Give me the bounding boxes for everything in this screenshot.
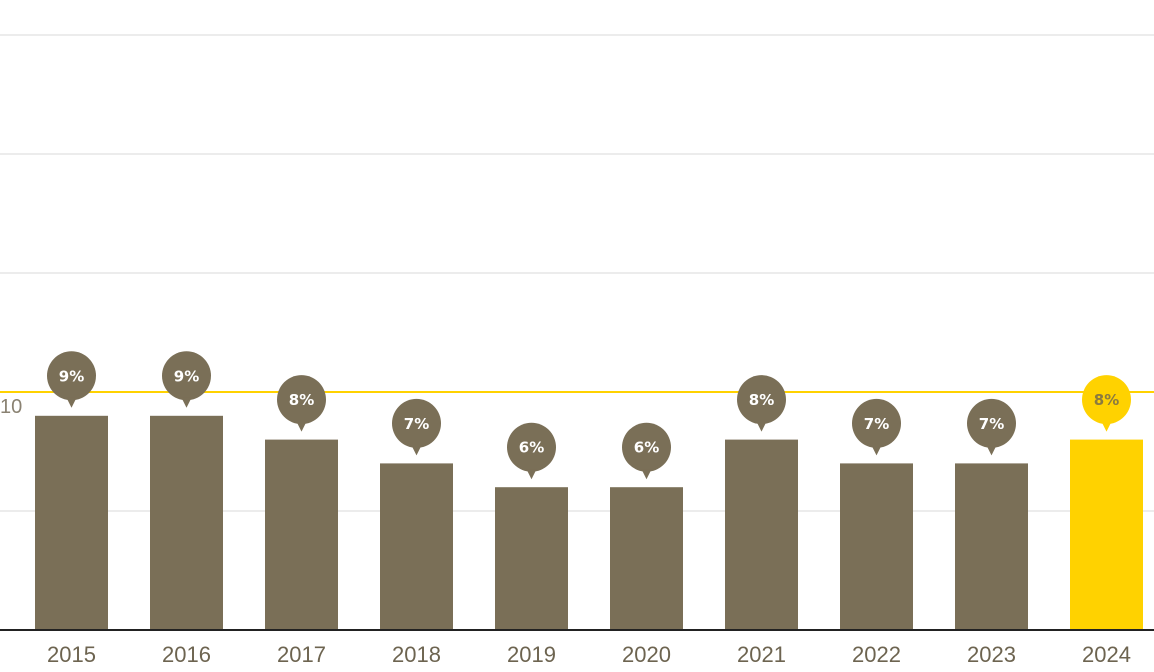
data-label: 7% bbox=[404, 415, 429, 433]
pin-circle bbox=[737, 375, 786, 425]
data-label: 9% bbox=[59, 367, 84, 385]
x-tick-label-2016: 2016 bbox=[162, 642, 211, 667]
x-tick-label-2018: 2018 bbox=[392, 642, 441, 667]
data-label-pin-2022: 7% bbox=[852, 398, 901, 456]
bar-2018 bbox=[380, 463, 453, 630]
bar-2024 bbox=[1070, 439, 1143, 630]
pin-pointer bbox=[756, 421, 767, 432]
x-tick-label-2015: 2015 bbox=[47, 642, 96, 667]
data-label-pin-2021: 8% bbox=[737, 375, 786, 432]
bar-2016 bbox=[150, 415, 223, 630]
pin-pointer bbox=[66, 397, 77, 408]
pin-pointer bbox=[411, 445, 422, 456]
data-label-pin-2015: 9% bbox=[47, 351, 96, 408]
pin-pointer bbox=[526, 469, 537, 480]
data-label: 8% bbox=[749, 391, 774, 409]
pin-circle bbox=[162, 351, 211, 401]
x-tick-label-2021: 2021 bbox=[737, 642, 786, 667]
data-label: 8% bbox=[1094, 391, 1119, 409]
bar-2022 bbox=[840, 463, 913, 630]
x-tick-label-2022: 2022 bbox=[852, 642, 901, 667]
data-label: 7% bbox=[864, 415, 889, 433]
pin-circle bbox=[852, 398, 901, 448]
pin-circle bbox=[392, 398, 441, 448]
pin-circle bbox=[277, 375, 326, 425]
data-label-pin-2024: 8% bbox=[1082, 375, 1131, 432]
pin-pointer bbox=[871, 445, 882, 456]
data-label-pins: 9% 9% 8% 7% 6% 6% 8% 7% 7% 8% bbox=[47, 351, 1131, 480]
y-axis-ticks: 10 bbox=[0, 396, 22, 418]
pin-circle bbox=[47, 351, 96, 401]
data-label: 8% bbox=[289, 391, 314, 409]
bar-2021 bbox=[725, 439, 798, 630]
data-label: 9% bbox=[174, 367, 199, 385]
pin-pointer bbox=[986, 445, 997, 456]
bar-2023 bbox=[955, 463, 1028, 630]
pin-circle bbox=[967, 398, 1016, 448]
data-label: 6% bbox=[634, 439, 659, 457]
bar-2020 bbox=[610, 487, 683, 630]
bar-2015 bbox=[35, 415, 108, 630]
data-label: 7% bbox=[979, 415, 1004, 433]
pin-circle bbox=[507, 422, 556, 472]
x-tick-label-2017: 2017 bbox=[277, 642, 326, 667]
y-tick-label: 10 bbox=[0, 396, 22, 418]
pin-pointer bbox=[1101, 421, 1112, 432]
pin-circle bbox=[1082, 375, 1131, 425]
x-axis-tick-labels: 2015 2016 2017 2018 2019 2020 2021 2022 2023 2024 bbox=[47, 642, 1131, 667]
bar-2019 bbox=[495, 487, 568, 630]
data-label-pin-2019: 6% bbox=[507, 422, 556, 480]
data-label-pin-2017: 8% bbox=[277, 375, 326, 432]
bars bbox=[35, 415, 1143, 630]
data-label-pin-2020: 6% bbox=[622, 422, 671, 480]
x-tick-label-2019: 2019 bbox=[507, 642, 556, 667]
pin-pointer bbox=[641, 469, 652, 480]
bar-2017 bbox=[265, 439, 338, 630]
pin-pointer bbox=[296, 421, 307, 432]
data-label-pin-2023: 7% bbox=[967, 398, 1016, 456]
data-label: 6% bbox=[519, 439, 544, 457]
data-label-pin-2018: 7% bbox=[392, 398, 441, 456]
x-tick-label-2024: 2024 bbox=[1082, 642, 1131, 667]
x-tick-label-2023: 2023 bbox=[967, 642, 1016, 667]
pin-pointer bbox=[181, 397, 192, 408]
pin-circle bbox=[622, 422, 671, 472]
x-tick-label-2020: 2020 bbox=[622, 642, 671, 667]
data-label-pin-2016: 9% bbox=[162, 351, 211, 408]
